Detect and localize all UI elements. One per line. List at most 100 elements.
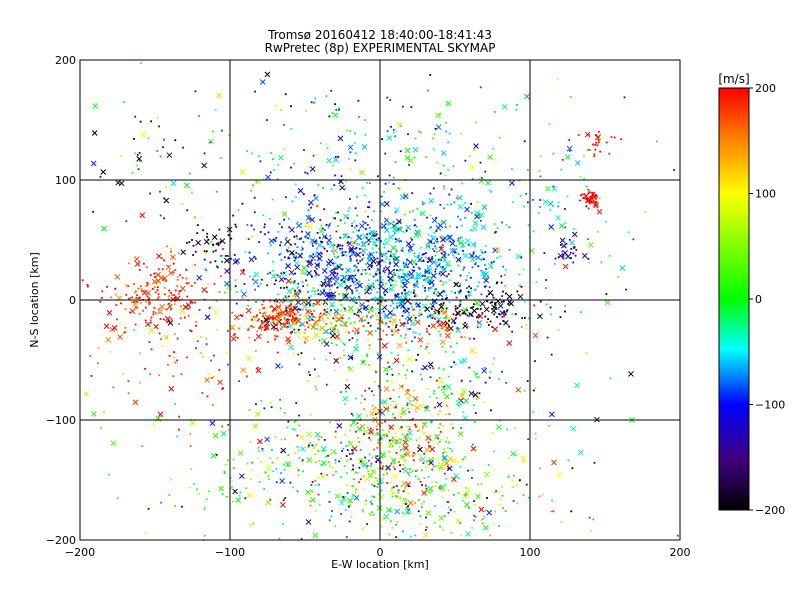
scatter-dot-point bbox=[475, 121, 477, 124]
scatter-dot-point bbox=[261, 321, 264, 324]
scatter-cross-point bbox=[204, 314, 211, 321]
scatter-dot-point bbox=[262, 307, 265, 310]
scatter-dot-point bbox=[362, 257, 365, 260]
scatter-dot-point bbox=[594, 193, 597, 196]
scatter-dot-point bbox=[282, 322, 285, 325]
scatter-dot-point bbox=[318, 483, 320, 486]
scatter-dot-point bbox=[296, 467, 299, 470]
scatter-cross-point bbox=[145, 321, 151, 328]
scatter-dot-point bbox=[439, 335, 442, 337]
scatter-dot-point bbox=[356, 243, 359, 245]
scatter-dot-point bbox=[330, 89, 333, 92]
scatter-dot-point bbox=[221, 425, 224, 428]
scatter-dot-point bbox=[348, 259, 351, 262]
scatter-dot-point bbox=[409, 511, 412, 514]
scatter-dot-point bbox=[206, 395, 209, 398]
scatter-cross-point bbox=[164, 315, 171, 322]
scatter-cross-point bbox=[407, 157, 414, 164]
scatter-dot-point bbox=[385, 406, 388, 409]
scatter-dot-point bbox=[433, 231, 436, 234]
scatter-dot-point bbox=[355, 397, 357, 400]
scatter-cross-point bbox=[427, 257, 433, 264]
scatter-dot-point bbox=[450, 331, 453, 334]
scatter-cross-point bbox=[487, 289, 494, 296]
scatter-dot-point bbox=[366, 523, 368, 526]
scatter-cross-point bbox=[390, 457, 397, 464]
scatter-cross-point bbox=[404, 290, 411, 297]
scatter-dot-point bbox=[372, 308, 374, 311]
scatter-dot-point bbox=[387, 397, 390, 400]
scatter-dot-point bbox=[369, 273, 371, 276]
scatter-cross-point bbox=[413, 232, 420, 239]
scatter-dot-point bbox=[367, 300, 370, 302]
scatter-dot-point bbox=[333, 328, 336, 331]
scatter-cross-point bbox=[252, 423, 259, 429]
scatter-dot-point bbox=[422, 259, 425, 262]
scatter-dot-point bbox=[441, 283, 444, 286]
scatter-dot-point bbox=[377, 327, 379, 330]
scatter-cross-point bbox=[347, 144, 354, 151]
scatter-dot-point bbox=[172, 271, 175, 274]
scatter-dot-point bbox=[411, 370, 414, 373]
scatter-dot-point bbox=[259, 282, 262, 285]
scatter-dot-point bbox=[462, 411, 465, 414]
scatter-dot-point bbox=[167, 363, 169, 366]
scatter-dot-point bbox=[153, 306, 156, 309]
scatter-dot-point bbox=[304, 446, 307, 448]
scatter-dot-point bbox=[337, 225, 339, 227]
scatter-cross-point bbox=[417, 336, 424, 343]
scatter-dot-point bbox=[250, 325, 253, 327]
scatter-dot-point bbox=[338, 293, 341, 295]
scatter-dot-point bbox=[202, 356, 204, 359]
scatter-dot-point bbox=[354, 253, 357, 256]
scatter-dot-point bbox=[459, 522, 462, 525]
scatter-dot-point bbox=[381, 278, 384, 281]
scatter-dot-point bbox=[128, 297, 130, 300]
scatter-dot-point bbox=[296, 287, 299, 290]
scatter-dot-point bbox=[425, 526, 428, 529]
scatter-cross-point bbox=[391, 317, 397, 324]
scatter-dot-point bbox=[421, 426, 424, 429]
scatter-cross-point bbox=[306, 457, 313, 463]
scatter-dot-point bbox=[163, 138, 165, 141]
scatter-dot-point bbox=[176, 359, 178, 362]
scatter-dot-point bbox=[185, 282, 188, 285]
scatter-dot-point bbox=[291, 486, 294, 489]
scatter-dot-point bbox=[400, 285, 403, 288]
scatter-dot-point bbox=[460, 427, 462, 429]
scatter-dot-point bbox=[147, 298, 150, 301]
scatter-dot-point bbox=[534, 432, 537, 435]
scatter-dot-point bbox=[587, 257, 590, 260]
scatter-dot-point bbox=[170, 308, 172, 311]
scatter-dot-point bbox=[475, 397, 478, 400]
scatter-dot-point bbox=[314, 292, 317, 295]
scatter-dot-point bbox=[390, 481, 393, 484]
scatter-dot-point bbox=[353, 226, 356, 229]
scatter-dot-point bbox=[321, 332, 324, 335]
scatter-cross-point bbox=[407, 500, 414, 506]
scatter-dot-point bbox=[363, 119, 366, 121]
scatter-dot-point bbox=[405, 506, 408, 509]
scatter-cross-point bbox=[312, 532, 319, 539]
scatter-dot-point bbox=[267, 318, 270, 321]
scatter-dot-point bbox=[288, 257, 291, 260]
scatter-dot-point bbox=[171, 294, 173, 296]
scatter-dot-point bbox=[301, 281, 304, 283]
scatter-dot-point bbox=[550, 313, 552, 316]
scatter-cross-point bbox=[329, 270, 336, 277]
scatter-dot-point bbox=[380, 320, 383, 323]
scatter-dot-point bbox=[352, 464, 355, 467]
scatter-dot-point bbox=[282, 523, 284, 525]
scatter-dot-point bbox=[447, 447, 449, 449]
scatter-dot-point bbox=[391, 330, 393, 333]
scatter-dot-point bbox=[382, 310, 385, 313]
scatter-dot-point bbox=[448, 225, 451, 228]
scatter-dot-point bbox=[525, 327, 527, 330]
scatter-cross-point bbox=[366, 284, 373, 291]
scatter-cross-point bbox=[297, 252, 304, 259]
scatter-dot-point bbox=[514, 427, 517, 430]
scatter-dot-point bbox=[341, 254, 344, 257]
scatter-dot-point bbox=[435, 288, 437, 290]
scatter-dot-point bbox=[284, 244, 286, 246]
scatter-dot-point bbox=[147, 300, 150, 302]
